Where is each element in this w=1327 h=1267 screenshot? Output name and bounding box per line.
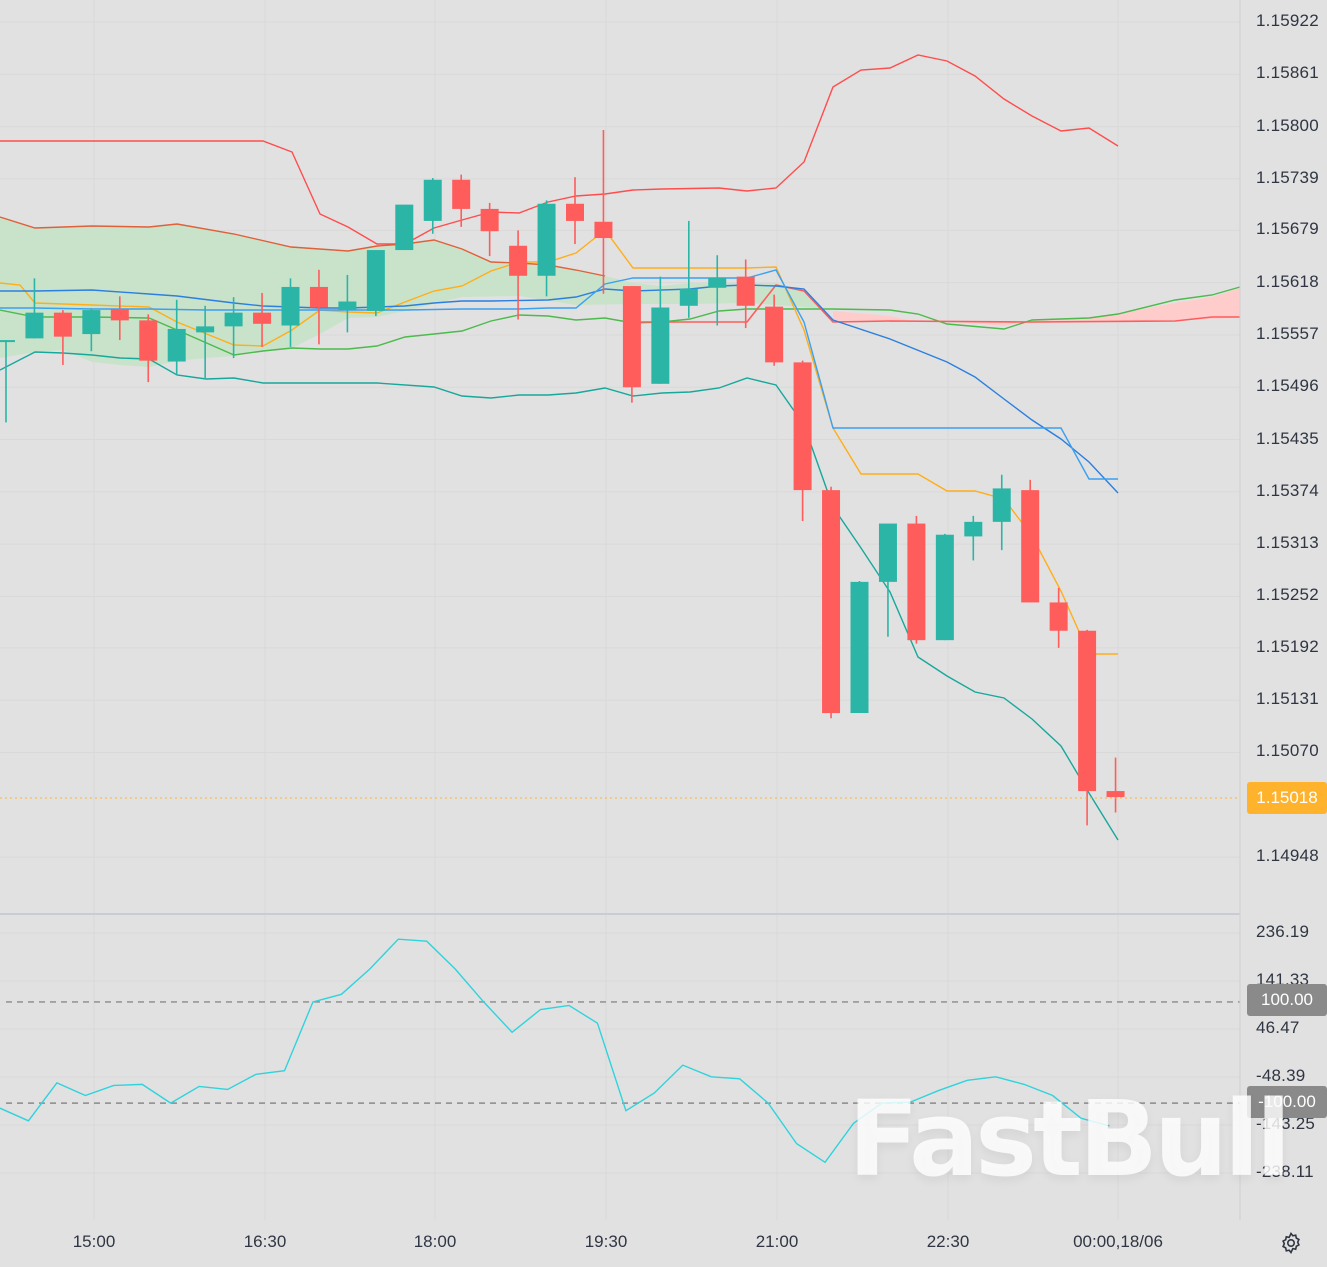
candle[interactable] — [1049, 587, 1068, 648]
ichimoku-cloud — [0, 217, 1240, 367]
candle[interactable] — [167, 299, 186, 375]
price-tick-label: 1.14948 — [1256, 846, 1319, 866]
oscillator-tick-label: -143.25 — [1256, 1114, 1316, 1133]
candle[interactable] — [281, 278, 300, 347]
time-tick-label: 21:00 — [755, 1232, 799, 1251]
candle[interactable] — [338, 274, 357, 333]
candle[interactable] — [765, 294, 784, 366]
time-tick-label: 18:00 — [413, 1232, 457, 1251]
candle[interactable] — [651, 276, 670, 384]
price-tick-label: 1.15374 — [1256, 480, 1319, 500]
candle[interactable] — [110, 296, 129, 341]
candle[interactable] — [1078, 629, 1097, 826]
price-tick-label: 1.15557 — [1256, 323, 1319, 343]
time-tick-label: 15:00 — [72, 1232, 116, 1251]
candle[interactable] — [82, 308, 101, 352]
candle[interactable] — [253, 292, 272, 347]
candle[interactable] — [622, 286, 641, 403]
oscillator-tick-label: 236.19 — [1256, 922, 1310, 941]
candle[interactable] — [480, 202, 499, 257]
price-tick-label: 1.15131 — [1256, 689, 1319, 709]
candle[interactable] — [878, 523, 897, 637]
price-tick-label: 1.15739 — [1256, 167, 1319, 187]
time-tick-label: 19:30 — [584, 1232, 628, 1251]
candle[interactable] — [0, 340, 15, 423]
candle[interactable] — [850, 581, 869, 714]
candle[interactable] — [594, 130, 613, 294]
candle[interactable] — [224, 297, 243, 359]
price-tick-label: 1.15070 — [1256, 741, 1319, 761]
price-tick-label: 1.15800 — [1256, 115, 1319, 135]
oscillator-tick-label: -48.39 — [1256, 1066, 1306, 1085]
candle[interactable] — [935, 533, 954, 641]
price-tick-label: 1.15435 — [1256, 428, 1319, 448]
candle[interactable] — [309, 269, 328, 345]
candle[interactable] — [25, 278, 44, 339]
time-tick-label: 22:30 — [926, 1232, 970, 1251]
price-tick-label: 1.15252 — [1256, 585, 1319, 605]
candle[interactable] — [537, 200, 556, 297]
candle[interactable] — [1021, 479, 1040, 603]
fastbull-watermark: FastBull — [848, 1078, 1291, 1200]
oscillator-tick-label: 46.47 — [1256, 1018, 1300, 1037]
price-tick-label: 1.15496 — [1256, 376, 1319, 396]
price-tick-label: 1.15192 — [1256, 636, 1319, 656]
price-tick-label: 1.15313 — [1256, 533, 1319, 553]
candle[interactable] — [822, 486, 841, 719]
candle[interactable] — [907, 515, 926, 644]
candle[interactable] — [53, 310, 72, 365]
price-tick-label: 1.15861 — [1256, 63, 1319, 83]
indicator-lines — [0, 54, 1241, 841]
candle[interactable] — [423, 178, 442, 234]
candle[interactable] — [139, 314, 158, 383]
candle[interactable] — [964, 515, 983, 561]
time-tick-label: 16:30 — [243, 1232, 287, 1251]
candle[interactable] — [452, 174, 471, 227]
candle[interactable] — [366, 250, 385, 317]
candle[interactable] — [395, 204, 414, 251]
candle[interactable] — [708, 255, 727, 326]
candle[interactable] — [1106, 757, 1125, 813]
price-tick-label: 1.15679 — [1256, 219, 1319, 239]
candle[interactable] — [679, 220, 698, 318]
candle[interactable] — [793, 360, 812, 521]
upper-level-badge: 100.00 — [1247, 984, 1327, 1016]
candle[interactable] — [566, 177, 584, 245]
current-price-badge: 1.15018 — [1247, 782, 1327, 814]
price-tick-label: 1.15922 — [1256, 11, 1319, 30]
candle[interactable] — [509, 230, 528, 320]
candle[interactable] — [736, 259, 755, 329]
candle[interactable] — [196, 305, 215, 380]
settings-gear-icon[interactable] — [1279, 1231, 1303, 1255]
candle[interactable] — [992, 474, 1011, 551]
lower-level-badge: -100.00 — [1247, 1086, 1327, 1118]
time-tick-label: 00:00,18/06 — [1073, 1232, 1163, 1251]
cci-oscillator — [0, 932, 1240, 1174]
price-tick-label: 1.15618 — [1256, 271, 1319, 291]
candlesticks[interactable] — [0, 130, 1125, 826]
oscillator-tick-label: -238.11 — [1256, 1162, 1314, 1181]
